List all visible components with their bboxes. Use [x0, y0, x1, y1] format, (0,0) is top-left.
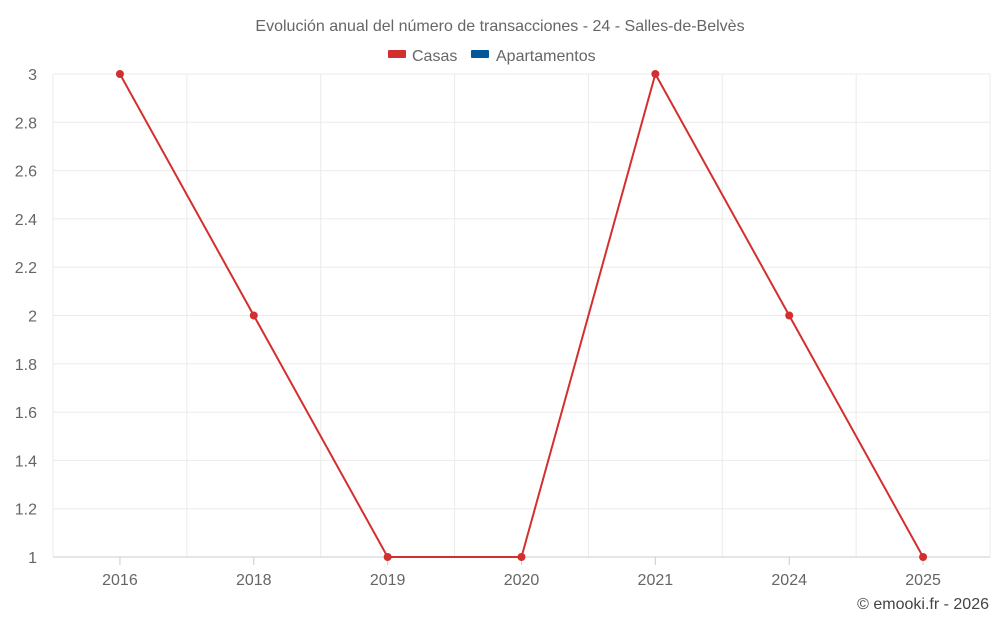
x-tick-label: 2016 — [102, 572, 138, 589]
data-point-2019[interactable] — [383, 553, 392, 561]
legend-label-apartamentos: Apartamentos — [496, 48, 596, 65]
y-tick-label: 2.2 — [15, 260, 37, 277]
y-tick-label: 2.8 — [15, 115, 37, 132]
y-tick-label: 2 — [28, 309, 37, 326]
series — [115, 70, 928, 561]
chart-title: Evolución anual del número de transaccio… — [255, 18, 744, 35]
data-point-2025[interactable] — [919, 553, 928, 561]
x-tick-label: 2024 — [771, 572, 807, 589]
x-axis: 2016 2018 2019 2020 2021 2024 2025 — [53, 556, 990, 589]
data-point-2024[interactable] — [785, 311, 794, 320]
legend-item-casas[interactable]: Casas — [388, 48, 457, 65]
legend-label-casas: Casas — [412, 48, 457, 65]
x-tick-label: 2018 — [236, 572, 272, 589]
grid — [52, 73, 991, 557]
legend-swatch-casas — [388, 50, 406, 58]
x-tick-label: 2019 — [370, 572, 406, 589]
data-point-2021[interactable] — [651, 70, 660, 78]
y-axis: 1 1.2 1.4 1.6 1.8 2 2.2 2.4 2.6 2.8 3 — [15, 67, 37, 567]
legend: Casas Apartamentos — [388, 48, 596, 65]
y-tick-label: 1.4 — [15, 453, 37, 470]
legend-item-apartamentos[interactable]: Apartamentos — [471, 48, 596, 65]
data-point-2020[interactable] — [517, 553, 526, 561]
y-tick-label: 1.2 — [15, 502, 37, 519]
data-point-2018[interactable] — [249, 311, 258, 320]
y-tick-label: 1 — [28, 550, 37, 567]
x-tick-label: 2021 — [638, 572, 674, 589]
y-tick-label: 2.6 — [15, 164, 37, 181]
legend-swatch-apartamentos — [471, 50, 489, 58]
y-tick-label: 1.8 — [15, 357, 37, 374]
credit-text: © emooki.fr - 2026 — [857, 596, 989, 613]
y-tick-label: 2.4 — [15, 212, 37, 229]
x-tick-label: 2020 — [504, 572, 540, 589]
y-tick-label: 3 — [28, 67, 37, 84]
x-tick-label: 2025 — [905, 572, 941, 589]
y-tick-label: 1.6 — [15, 405, 37, 422]
data-point-2016[interactable] — [115, 70, 124, 78]
